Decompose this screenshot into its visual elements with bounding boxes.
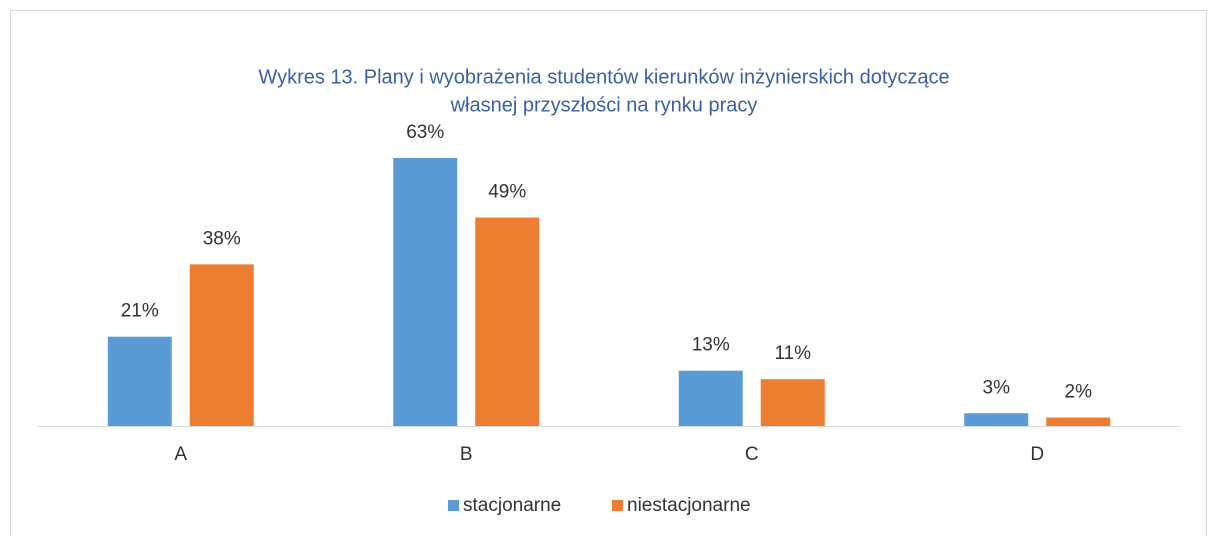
- data-label: 13%: [692, 335, 730, 356]
- chart-title: Wykres 13. Plany i wyobrażenia studentów…: [258, 66, 949, 88]
- chart-title: własnej przyszłości na rynku pracy: [450, 94, 758, 116]
- legend-swatch: [448, 500, 459, 511]
- bar: [1046, 417, 1111, 426]
- bar: [189, 264, 254, 426]
- data-label: 21%: [121, 301, 159, 322]
- legend-label: niestacjonarne: [627, 495, 751, 516]
- bar: [475, 217, 540, 426]
- bar: [393, 158, 458, 426]
- x-tick-label: C: [745, 444, 759, 465]
- data-label: 63%: [406, 122, 444, 143]
- x-tick-label: B: [460, 444, 473, 465]
- bar: [107, 336, 172, 426]
- data-label: 3%: [983, 377, 1011, 398]
- data-label: 49%: [488, 182, 526, 203]
- legend-swatch: [612, 500, 623, 511]
- legend-label: stacjonarne: [463, 495, 561, 516]
- data-label: 11%: [774, 343, 811, 364]
- bar: [678, 370, 743, 426]
- x-tick-label: D: [1030, 444, 1044, 465]
- bar: [964, 413, 1029, 426]
- data-label: 38%: [203, 228, 241, 249]
- bar: [760, 379, 825, 426]
- data-label: 2%: [1065, 382, 1093, 403]
- x-tick-label: A: [174, 444, 187, 465]
